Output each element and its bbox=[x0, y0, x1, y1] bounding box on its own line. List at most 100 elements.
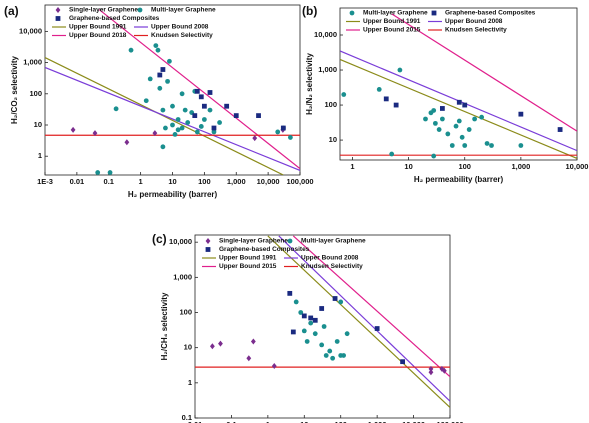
x-tick-label: 0.01 bbox=[70, 177, 85, 186]
circle-point bbox=[179, 91, 185, 97]
x-tick-label: 10 bbox=[300, 420, 308, 423]
square-point bbox=[287, 290, 293, 296]
square-point bbox=[233, 113, 239, 119]
circle-point bbox=[484, 141, 490, 146]
diamond-point bbox=[124, 139, 130, 146]
circle-point bbox=[170, 103, 175, 109]
circle-point bbox=[143, 98, 149, 104]
circle-point bbox=[147, 76, 153, 82]
diamond-point bbox=[152, 130, 158, 137]
x-tick-label: 100 bbox=[198, 177, 211, 186]
legend-label: Multi-layer Graphene bbox=[151, 7, 216, 14]
circle-point bbox=[518, 143, 524, 148]
circle-point bbox=[472, 116, 478, 122]
x-tick-label: 1,000 bbox=[227, 177, 246, 186]
circle-point bbox=[175, 127, 181, 133]
square-point bbox=[192, 113, 198, 119]
y-tick-label: 1,000 bbox=[173, 272, 192, 281]
y-tick-label: 10 bbox=[184, 343, 192, 352]
circle-point bbox=[327, 348, 333, 354]
square-point bbox=[256, 113, 261, 119]
square-point bbox=[332, 296, 338, 301]
square-point bbox=[205, 247, 211, 252]
legend-label: Upper Bound 1991 bbox=[69, 24, 127, 31]
legend-label: Graphene-based Composites bbox=[219, 246, 310, 253]
square-point bbox=[207, 90, 213, 95]
square-point bbox=[308, 315, 314, 321]
x-tick-label: 0.1 bbox=[104, 177, 114, 186]
diamond-point bbox=[428, 369, 434, 376]
circle-point bbox=[330, 355, 336, 361]
square-point bbox=[393, 102, 399, 108]
circle-point bbox=[431, 153, 437, 159]
legend-label: Graphene-based Composites bbox=[445, 10, 536, 17]
x-tick-label: 0.1 bbox=[226, 420, 236, 423]
circle-point bbox=[376, 86, 382, 92]
circle-point bbox=[160, 107, 166, 113]
y-tick-label: 1 bbox=[38, 151, 42, 160]
legend-label: Upper Bound 2018 bbox=[69, 32, 127, 39]
circle-point bbox=[456, 118, 462, 124]
legend-label: Knudsen Selectivity bbox=[445, 27, 507, 34]
circle-point bbox=[207, 107, 213, 113]
legend-label: Single-layer Graphene bbox=[219, 238, 288, 245]
square-point bbox=[383, 96, 389, 102]
diamond-point bbox=[205, 238, 211, 244]
diamond-point bbox=[441, 367, 447, 374]
circle-point bbox=[128, 47, 134, 53]
square-point bbox=[201, 103, 207, 109]
square-point bbox=[312, 317, 318, 323]
x-tick-label: 1 bbox=[266, 420, 270, 423]
legend-label: Multi-layer Graphene bbox=[363, 10, 428, 17]
circle-point bbox=[201, 117, 207, 122]
circle-point bbox=[198, 124, 204, 129]
x-tick-label: 1 bbox=[139, 177, 143, 186]
diamond-point bbox=[218, 340, 223, 347]
diamond-point bbox=[271, 363, 277, 370]
x-tick-label: 100,000 bbox=[286, 177, 313, 186]
circle-point bbox=[323, 353, 329, 358]
legend-label: Upper Bound 2008 bbox=[301, 255, 359, 262]
circle-point bbox=[312, 331, 318, 337]
circle-point bbox=[459, 134, 465, 140]
square-point bbox=[439, 106, 445, 111]
diamond-point bbox=[250, 338, 256, 345]
diamond-point bbox=[92, 130, 98, 137]
plot-frame bbox=[194, 234, 451, 419]
circle-point bbox=[157, 85, 163, 91]
square-point bbox=[319, 306, 325, 311]
panel-label: (a) bbox=[4, 4, 19, 18]
circle-point bbox=[170, 122, 175, 128]
square-point bbox=[456, 99, 462, 105]
plot-frame bbox=[339, 7, 578, 161]
circle-point bbox=[436, 127, 442, 132]
circle-point bbox=[182, 107, 188, 113]
circle-point bbox=[165, 78, 170, 84]
legend-label: Upper Bound 1991 bbox=[363, 18, 421, 25]
panel: 1E-3 0.01 0.1 1 10 100 1,000 10,000 100,000 1 10 10… bbox=[4, 4, 314, 199]
circle-point bbox=[301, 328, 307, 334]
x-tick-label: 10 bbox=[404, 162, 412, 171]
circle-point bbox=[319, 342, 325, 348]
square-point bbox=[400, 359, 406, 365]
square-point bbox=[557, 127, 563, 132]
square-point bbox=[301, 313, 307, 319]
circle-point bbox=[288, 135, 293, 140]
y-tick-label: 10,000 bbox=[19, 26, 42, 35]
bound-line bbox=[340, 58, 577, 159]
square-point bbox=[374, 326, 380, 331]
x-tick-label: 10,000 bbox=[566, 162, 589, 171]
circle-point bbox=[217, 120, 222, 125]
y-tick-label: 10 bbox=[329, 135, 337, 144]
circle-point bbox=[423, 116, 428, 122]
legend-label: Upper Bound 2015 bbox=[219, 263, 277, 270]
diamond-point bbox=[70, 126, 76, 133]
diamond-point bbox=[428, 365, 434, 372]
x-tick-label: 1E-3 bbox=[37, 177, 53, 186]
circle-point bbox=[338, 353, 344, 358]
bound-line bbox=[292, 235, 450, 378]
y-axis-label: H₂/N₂ selectivity bbox=[305, 53, 314, 115]
diamond-point bbox=[246, 355, 252, 362]
